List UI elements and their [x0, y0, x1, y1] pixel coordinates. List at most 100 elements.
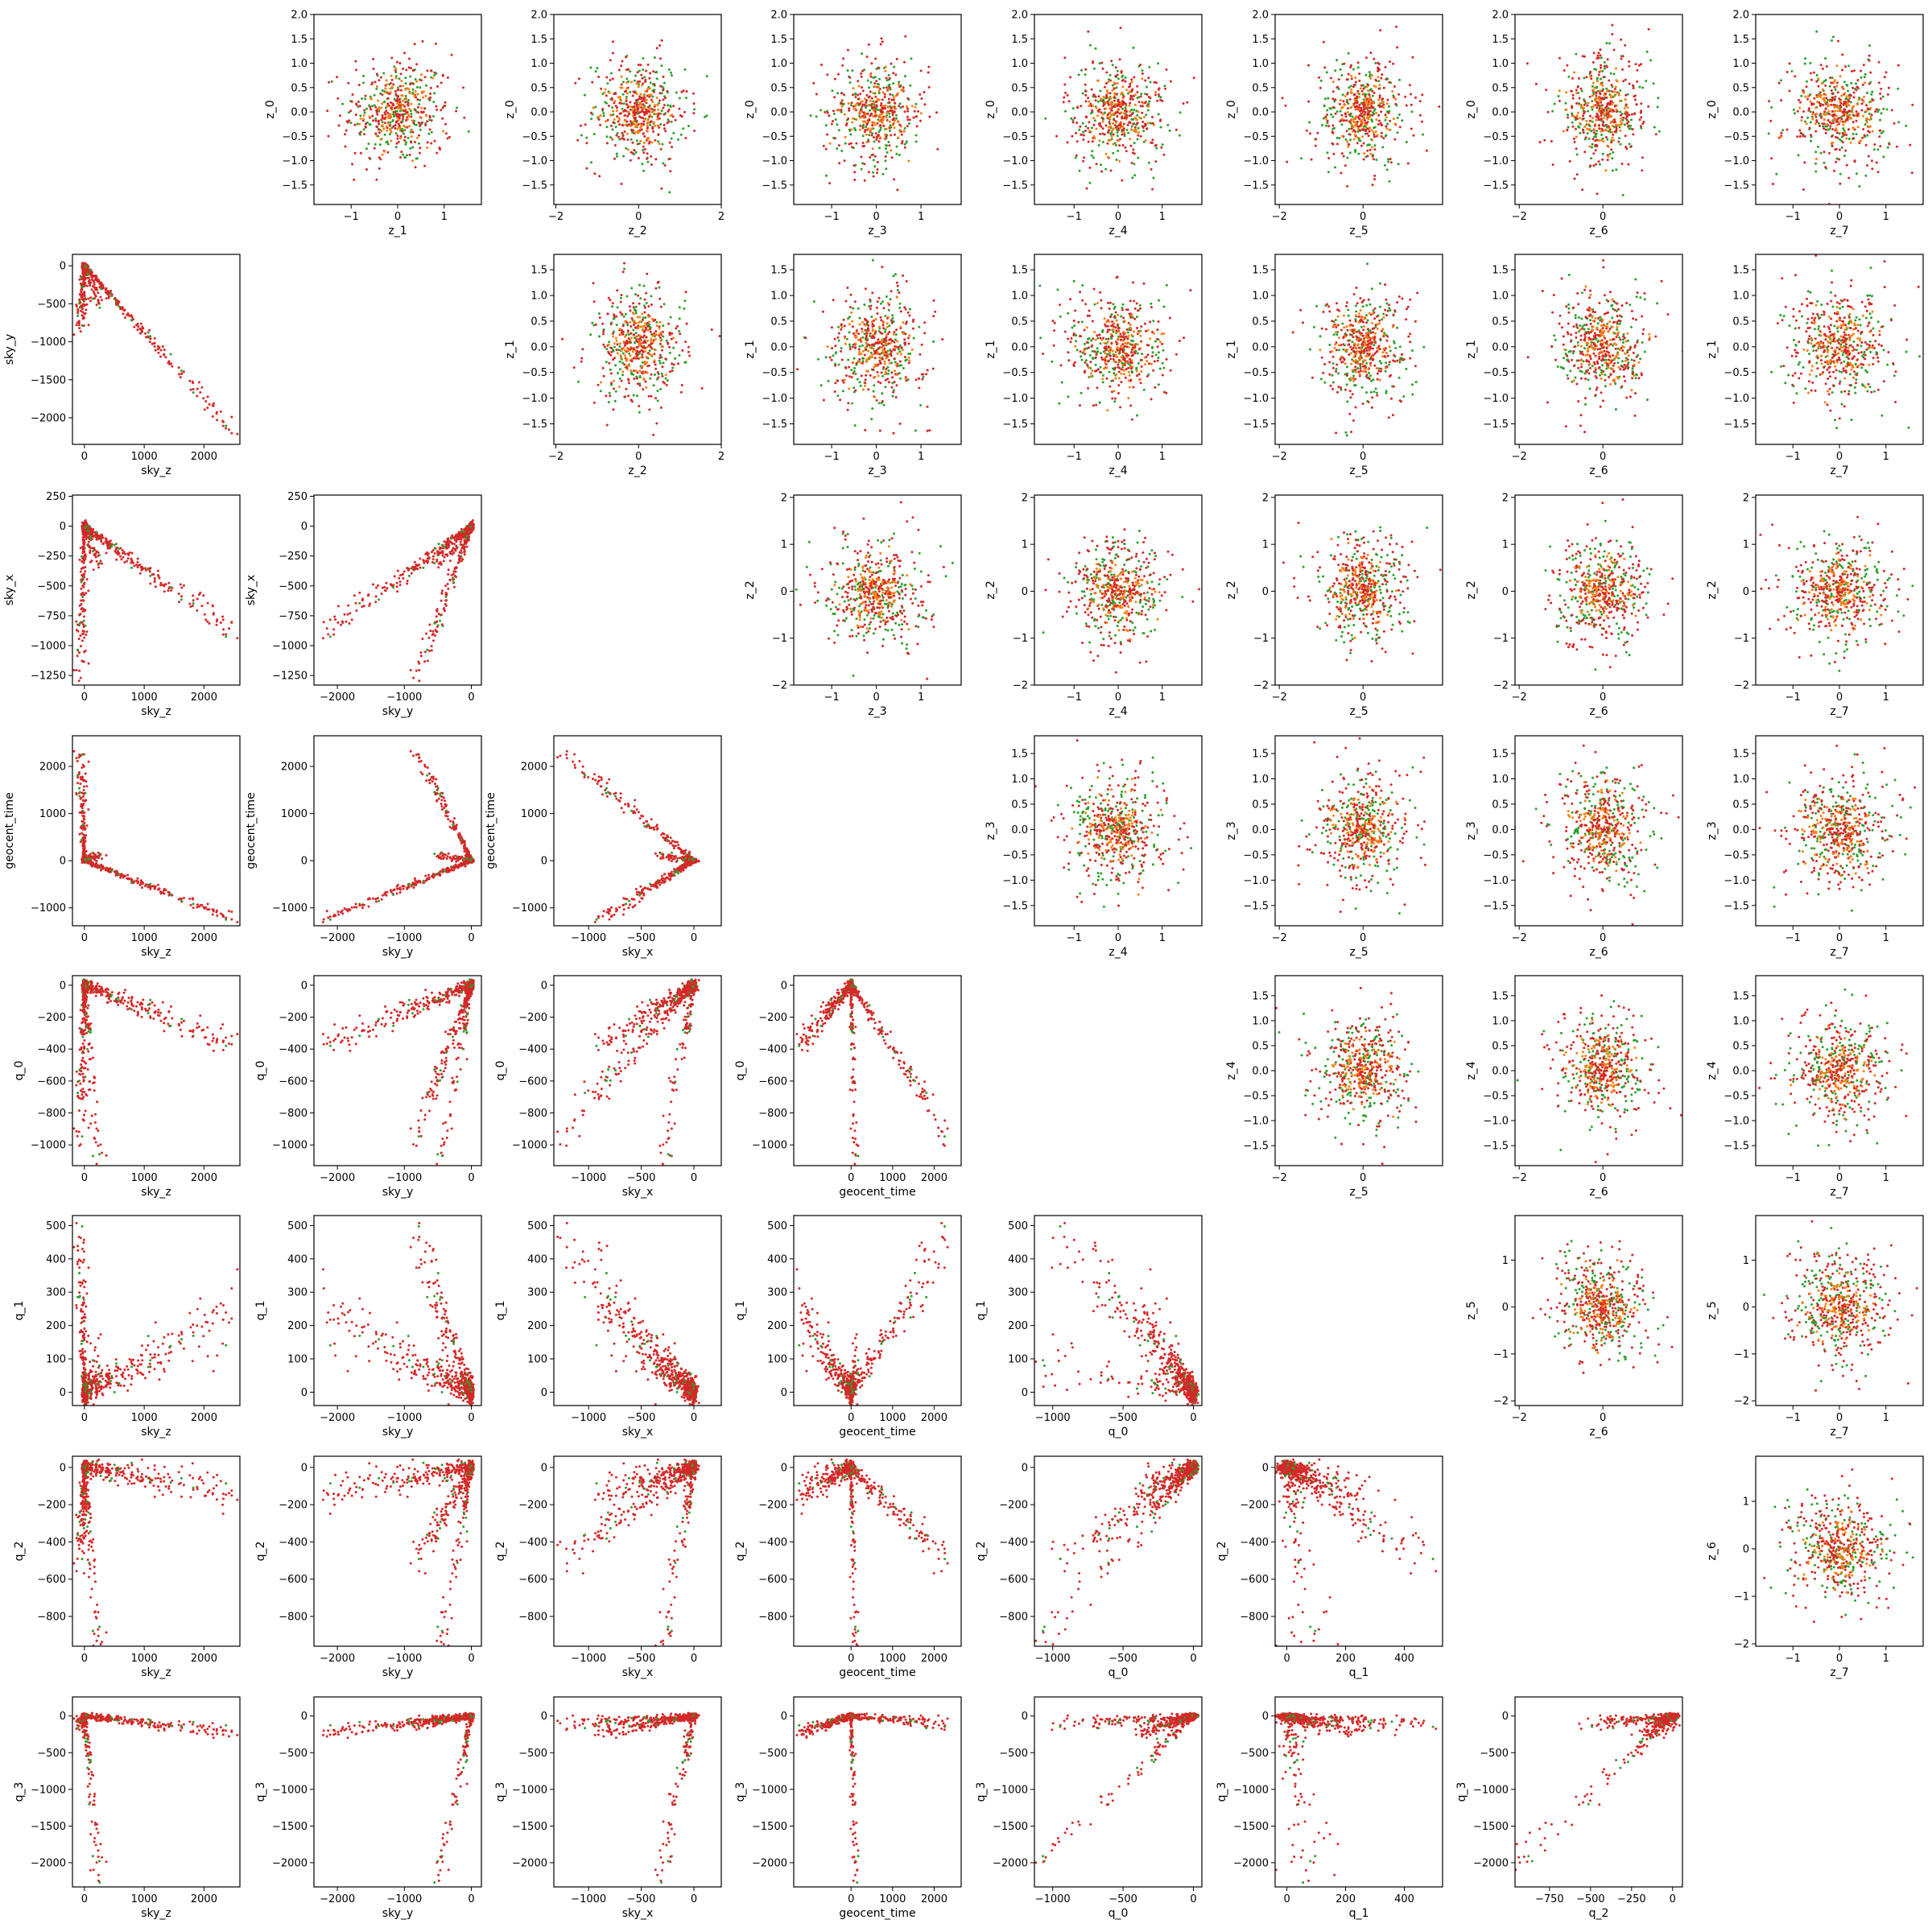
data-point	[396, 127, 399, 130]
data-point	[362, 128, 365, 131]
data-point	[881, 352, 885, 355]
data-point	[1136, 85, 1139, 88]
data-point	[1369, 76, 1373, 80]
data-point	[831, 89, 834, 93]
data-point	[414, 78, 417, 80]
data-point	[609, 72, 613, 75]
data-point	[828, 182, 832, 185]
data-point	[1847, 104, 1851, 107]
data-point	[609, 124, 613, 127]
data-point	[1101, 67, 1104, 70]
data-point	[647, 394, 650, 398]
data-point	[654, 330, 658, 333]
y-tick-label: −1.5	[1724, 180, 1749, 192]
data-point	[383, 122, 386, 125]
data-point	[1897, 121, 1901, 124]
data-point	[353, 233, 356, 236]
data-point	[1384, 114, 1387, 117]
data-point	[1340, 114, 1344, 117]
data-point	[644, 78, 647, 81]
data-point	[927, 85, 931, 89]
data-point	[1327, 97, 1330, 100]
data-point	[636, 316, 639, 319]
data-point	[642, 56, 645, 60]
data-point	[1074, 156, 1077, 159]
data-point	[400, 80, 403, 82]
data-point	[1422, 133, 1424, 136]
data-point	[1078, 128, 1081, 131]
data-point	[398, 77, 401, 80]
data-point	[921, 378, 924, 381]
data-point	[877, 67, 881, 70]
data-point	[817, 357, 819, 361]
data-point	[669, 105, 672, 107]
data-point	[891, 123, 894, 126]
data-point	[1831, 35, 1835, 39]
data-point	[1335, 136, 1339, 139]
data-point	[886, 79, 889, 82]
data-point	[874, 317, 877, 320]
data-point	[1624, 93, 1628, 97]
data-point	[657, 134, 660, 136]
data-point	[1341, 118, 1344, 121]
data-point	[832, 109, 835, 113]
data-point	[1621, 68, 1624, 71]
data-point	[1133, 103, 1137, 106]
data-point	[613, 144, 617, 147]
data-point	[898, 360, 902, 363]
data-point	[404, 76, 407, 80]
data-point	[1106, 92, 1109, 94]
data-point	[1828, 127, 1831, 130]
data-point	[1827, 105, 1830, 108]
data-point	[860, 353, 863, 356]
data-point	[1117, 69, 1119, 72]
data-point	[1323, 97, 1327, 101]
data-point	[386, 140, 389, 143]
data-point	[630, 138, 633, 141]
data-point	[650, 141, 654, 144]
data-point	[881, 40, 884, 43]
data-point	[620, 294, 623, 296]
data-point	[386, 97, 390, 100]
data-point	[624, 90, 626, 93]
data-point	[848, 348, 852, 351]
data-point	[1851, 70, 1853, 72]
data-point	[1847, 89, 1849, 93]
data-point	[665, 339, 668, 342]
data-point	[675, 91, 678, 94]
data-point	[1330, 113, 1333, 116]
data-point	[672, 131, 675, 134]
data-point	[621, 124, 625, 127]
data-point	[918, 386, 921, 390]
data-point	[1139, 134, 1142, 138]
data-point	[1847, 109, 1851, 113]
data-point	[643, 304, 646, 308]
data-point	[1116, 115, 1119, 118]
data-point	[1352, 129, 1356, 132]
data-point	[863, 303, 866, 306]
data-point	[880, 113, 883, 116]
data-point	[1835, 160, 1838, 163]
data-point	[441, 117, 444, 120]
data-point	[646, 321, 649, 324]
data-point	[1149, 122, 1152, 125]
data-point	[1611, 33, 1614, 35]
data-point	[869, 335, 872, 337]
data-point	[619, 296, 622, 299]
data-point	[621, 361, 624, 365]
data-point	[887, 97, 890, 101]
data-point	[1382, 103, 1385, 106]
data-point	[1141, 69, 1144, 72]
data-point	[646, 118, 650, 122]
data-point	[350, 100, 353, 103]
data-point	[1564, 101, 1567, 105]
data-point	[1394, 102, 1397, 105]
data-point	[1817, 77, 1820, 80]
data-point	[1331, 142, 1334, 145]
data-point	[852, 332, 855, 335]
data-point	[1364, 56, 1368, 60]
data-point	[1842, 103, 1845, 106]
data-point	[873, 165, 877, 168]
data-point	[903, 146, 906, 149]
data-point	[1337, 88, 1340, 91]
